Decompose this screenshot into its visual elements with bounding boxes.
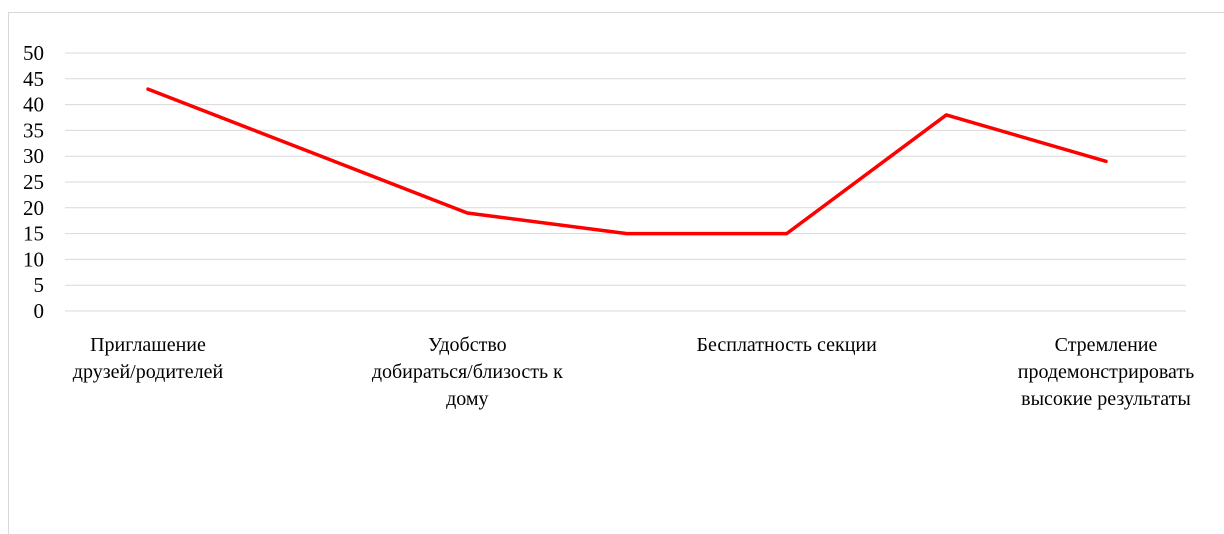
y-tick-label: 20 — [23, 196, 44, 220]
chart-frame — [8, 12, 1224, 534]
y-tick-label: 40 — [23, 93, 44, 117]
y-tick-label: 45 — [23, 67, 44, 91]
x-category-label: Бесплатность секции — [697, 334, 878, 356]
x-category-label: Стремление продемонстрировать высокие резу… — [1018, 334, 1195, 410]
y-tick-label: 10 — [23, 247, 44, 271]
y-tick-label: 0 — [34, 299, 45, 323]
y-tick-label: 30 — [23, 144, 44, 168]
y-tick-label: 50 — [23, 41, 44, 65]
x-axis-labels: Приглашение друзей/родителей Удобство добир… — [73, 334, 1194, 410]
y-tick-label: 25 — [23, 170, 44, 194]
y-tick-label: 15 — [23, 222, 44, 246]
gridlines — [65, 52, 1186, 312]
series-layer — [146, 87, 1108, 236]
x-category-label: Приглашение друзей/родителей — [73, 334, 224, 383]
y-tick-label: 35 — [23, 118, 44, 142]
x-category-label: Удобство добираться/близость к дому — [372, 334, 563, 410]
series-line — [146, 87, 1108, 236]
y-tick-label: 5 — [34, 273, 45, 297]
